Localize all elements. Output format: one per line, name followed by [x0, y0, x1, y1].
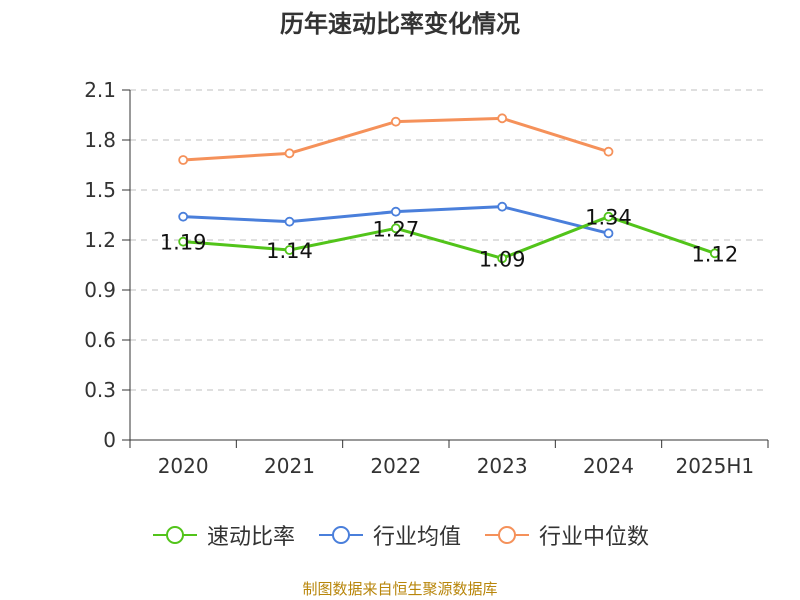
data-point [284, 216, 295, 227]
data-point [390, 223, 401, 234]
data-label: 1.14 [266, 239, 313, 263]
legend-label-1: 行业均值 [372, 525, 461, 550]
legend-label-2: 行业中位数 [539, 525, 650, 550]
x-tick-label: 2023 [477, 454, 528, 478]
y-tick-label: 0.9 [84, 278, 116, 302]
legend-marker-1 [318, 526, 363, 544]
data-label: 1.09 [479, 247, 526, 271]
source-note: 制图数据来自恒生聚源数据库 [302, 580, 498, 598]
legend-item-series-1[interactable]: 行业均值 [317, 519, 461, 551]
data-point [178, 236, 189, 247]
series-line-0 [183, 215, 716, 260]
data-point [390, 206, 401, 217]
x-tick-label: 2025H1 [675, 454, 754, 478]
legend-item-series-0[interactable]: 速动比率 [151, 519, 295, 551]
data-point [603, 211, 614, 222]
data-point [390, 116, 401, 127]
y-tick-label: 0 [103, 428, 116, 452]
chart-title: 历年速动比率变化情况 [280, 10, 520, 38]
legend-label-0: 速动比率 [206, 525, 295, 550]
y-tick-label: 0.3 [84, 378, 116, 402]
legend-marker-2 [485, 526, 529, 544]
data-label: 1.19 [160, 231, 207, 255]
x-tick-label: 2021 [264, 454, 315, 478]
legend-marker-0 [152, 526, 197, 544]
data-label: 1.12 [691, 242, 738, 266]
data-point [603, 146, 614, 157]
data-point [603, 228, 614, 239]
data-point [497, 113, 508, 124]
y-tick-label: 1.8 [84, 128, 116, 152]
legend-item-series-2[interactable]: 行业中位数 [483, 519, 649, 551]
y-tick-label: 2.1 [84, 78, 116, 102]
data-point [497, 253, 508, 264]
data-point [497, 201, 508, 212]
data-label: 1.34 [585, 206, 632, 230]
x-tick-label: 2024 [583, 454, 634, 478]
data-point [284, 245, 295, 255]
data-point [178, 155, 189, 165]
series-lines [178, 113, 720, 264]
data-labels: 1.19 1.14 1.27 1.09 1.34 1.12 [160, 206, 738, 272]
y-tick-label: 0.6 [84, 328, 116, 352]
grid-lines [130, 89, 768, 391]
data-label: 1.27 [372, 217, 419, 241]
legend: 速动比率 行业均值 行业中位数 [0, 519, 800, 551]
y-tick-label: 1.2 [84, 228, 116, 252]
y-tick-label: 1.5 [84, 178, 116, 202]
axes: 0 0.3 0.6 0.9 1.2 1.5 1.8 2.1 2020 2021 2022 2023 20… [84, 78, 769, 478]
data-point [284, 148, 295, 159]
x-tick-label: 2022 [370, 454, 421, 478]
data-point [178, 211, 189, 222]
x-tick-label: 2020 [158, 454, 209, 478]
data-point [709, 248, 720, 259]
